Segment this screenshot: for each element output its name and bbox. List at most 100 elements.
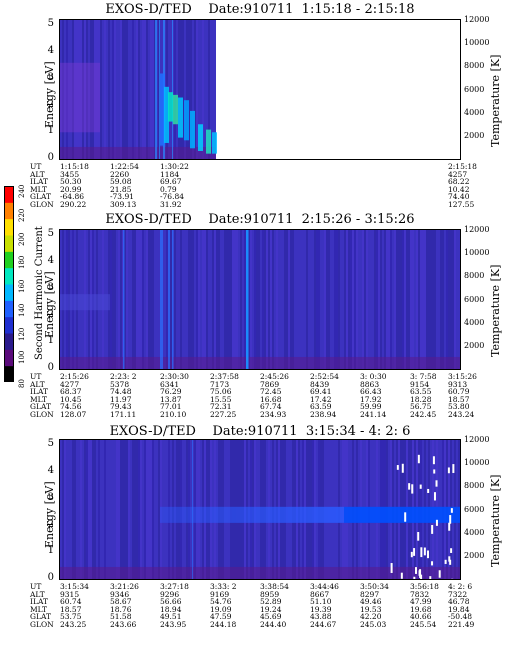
spectrogram-texture <box>318 230 320 369</box>
electron-band <box>280 506 284 523</box>
burst-cell <box>190 110 195 149</box>
spectrogram-texture <box>150 20 152 159</box>
y-tick-label: 2 <box>47 518 54 530</box>
saturation-speck <box>427 488 430 493</box>
spectrogram-texture <box>178 230 180 369</box>
spectrogram-texture <box>188 20 190 159</box>
spectrogram-texture <box>310 230 312 369</box>
saturation-speck <box>411 484 414 494</box>
spectrogram-texture <box>214 230 216 369</box>
spectrogram-texture <box>372 230 374 369</box>
ephemeris-column: 3:33: 2 9169 54.76 19.09 47.59 244.18 <box>210 582 237 629</box>
spectrogram-texture <box>380 230 382 369</box>
spectrogram-texture <box>210 230 212 369</box>
electron-band <box>452 506 456 523</box>
spectrogram-texture <box>112 20 114 159</box>
spectrogram-texture <box>184 20 186 159</box>
spectrogram-texture <box>98 440 100 579</box>
spectrogram-panel-3 <box>59 439 461 580</box>
spectrogram-texture <box>142 20 144 159</box>
y2-tick-label: 2000 <box>464 340 485 350</box>
spectrogram-texture <box>130 440 132 579</box>
spectrogram-texture <box>126 440 128 579</box>
spectrogram-texture <box>300 230 302 369</box>
colorbar-segment <box>4 202 14 220</box>
ephemeris-column: 2:15:18 4257 68.22 10.42 74.40 127.55 <box>448 162 477 209</box>
spectrogram-texture <box>322 230 324 369</box>
spectrogram-texture <box>78 440 80 579</box>
spectrogram-texture <box>62 20 64 159</box>
y2-tick-label: 4000 <box>464 107 485 117</box>
spectral-stripe <box>159 20 160 159</box>
panel2-y2-axis-label: Temperature [K] <box>489 264 502 357</box>
spectrogram-texture <box>276 230 278 369</box>
spectrogram-texture <box>194 230 196 369</box>
electron-band <box>272 506 276 523</box>
electron-band <box>212 506 216 523</box>
spectrogram-texture <box>428 230 430 369</box>
spectrogram-texture <box>212 20 214 159</box>
colorbar-tick-label: 240 <box>18 184 26 198</box>
y2-tick-label: 10000 <box>464 38 490 48</box>
spectral-stripe <box>246 230 249 369</box>
spectrogram-texture <box>124 440 126 579</box>
burst-cell <box>168 92 173 122</box>
spectrogram-texture <box>144 20 146 159</box>
spectrogram-texture <box>244 230 246 369</box>
electron-band <box>368 506 372 523</box>
spectrogram-texture <box>262 230 264 369</box>
electron-band <box>328 506 332 523</box>
spectrogram-texture <box>176 230 178 369</box>
saturation-speck <box>450 508 453 513</box>
spectrogram-texture <box>306 230 308 369</box>
electron-band <box>288 506 292 523</box>
spectrogram-texture <box>314 230 316 369</box>
spectrogram-texture <box>146 20 148 159</box>
spectrogram-texture <box>166 230 168 369</box>
spectrogram-texture <box>200 230 202 369</box>
spectrogram-texture <box>190 20 192 159</box>
spectrogram-texture <box>200 20 202 159</box>
saturation-speck <box>450 548 453 553</box>
colorbar-tick-label: 80 <box>18 379 26 388</box>
spectrogram-texture <box>136 20 138 159</box>
spectrogram-texture <box>180 440 182 579</box>
spectrogram-texture <box>414 230 416 369</box>
electron-band <box>356 506 360 523</box>
spectrogram-texture <box>138 230 140 369</box>
spectrogram-texture <box>140 230 142 369</box>
spectrogram-texture <box>152 20 154 159</box>
spectrogram-texture <box>264 230 266 369</box>
saturation-speck <box>433 492 436 501</box>
spectrogram-texture <box>304 230 306 369</box>
electron-band <box>396 506 400 523</box>
spectrogram-texture <box>234 230 236 369</box>
spectrogram-texture <box>260 230 262 369</box>
spectrogram-texture <box>144 230 146 369</box>
electron-band <box>424 506 428 523</box>
spectrogram-texture <box>280 230 282 369</box>
y-tick-label: 1 <box>47 545 54 557</box>
spectrogram-texture <box>156 440 158 579</box>
panel3-y2-axis-label: Temperature [K] <box>489 474 502 567</box>
spectrogram-texture <box>426 230 428 369</box>
colorbar-segment <box>4 235 14 252</box>
spectrogram-texture <box>88 20 90 159</box>
spectrogram-texture <box>298 230 300 369</box>
ephemeris-column: 3:38:54 8959 52.89 19.24 45.69 244.40 <box>260 582 289 629</box>
spectrogram-texture <box>142 230 144 369</box>
electron-band <box>168 506 172 523</box>
ephemeris-column: 1:15:18 3455 50.30 20.99 -64.86 290.22 <box>60 162 89 209</box>
electron-band <box>384 506 388 523</box>
electron-band <box>304 506 308 523</box>
spectrogram-texture <box>198 20 200 159</box>
spectrogram-texture <box>268 230 270 369</box>
spectrogram-texture <box>190 440 192 579</box>
spectrogram-texture <box>90 20 92 159</box>
ephemeris-row-labels: UT ALT ILAT MLT GLAT GLON <box>30 582 54 629</box>
saturation-speck <box>417 454 420 464</box>
y-tick-label: 5 <box>47 438 54 450</box>
electron-band <box>416 506 420 523</box>
spectrogram-texture <box>418 230 420 369</box>
spectrogram-texture <box>84 440 86 579</box>
